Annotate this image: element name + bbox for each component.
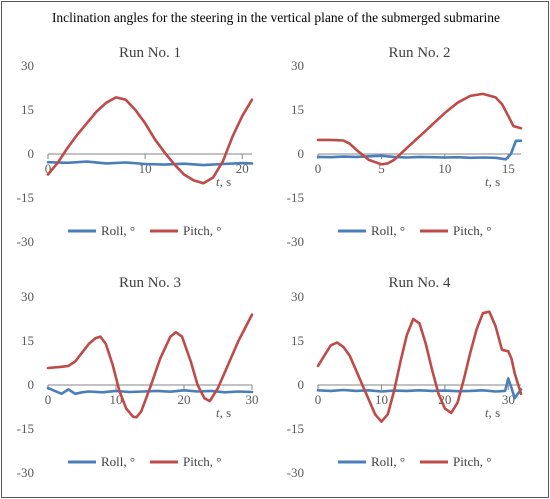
y-tick-label: 30 — [291, 289, 304, 304]
chart-title: Run No. 3 — [119, 275, 181, 291]
x-tick-label: 10 — [110, 392, 123, 407]
x-tick-label: 30 — [502, 392, 515, 407]
chart-title: Run No. 2 — [388, 45, 450, 61]
legend-label: Roll, ° — [371, 223, 405, 238]
y-tick-label: -15 — [287, 421, 304, 436]
x-tick-label: 10 — [375, 392, 388, 407]
legend-label: Pitch, ° — [453, 223, 491, 238]
x-tick-label: 0 — [45, 161, 52, 176]
legend-label: Roll, ° — [101, 454, 135, 469]
legend-label: Pitch, ° — [183, 454, 221, 469]
y-tick-label: 30 — [291, 58, 304, 73]
x-tick-label: 0 — [315, 161, 322, 176]
pitch-series-line — [46, 96, 254, 185]
y-tick-label: -30 — [17, 234, 34, 249]
chart-panel-3: Run No. 3 30 15 0 -15 -30 0 10 20 30 t, s Roll, ° Pi… — [17, 275, 259, 480]
y-tick-label: 0 — [28, 377, 35, 392]
x-tick-label: 5 — [378, 161, 385, 176]
roll-series-line — [316, 377, 523, 400]
roll-series-line — [316, 139, 523, 161]
legend-label: Roll, ° — [101, 223, 135, 238]
x-tick-label: 10 — [438, 161, 451, 176]
y-tick-label: -15 — [17, 421, 34, 436]
x-tick-label: 20 — [236, 161, 249, 176]
y-tick-label: 30 — [21, 289, 34, 304]
pitch-series-line — [316, 310, 523, 424]
roll-series-line — [46, 386, 254, 396]
y-tick-label: -15 — [287, 190, 304, 205]
y-tick-label: 0 — [298, 146, 305, 161]
x-tick-label: 15 — [502, 161, 515, 176]
x-axis-label: t, s — [216, 174, 231, 189]
chart-title: Run No. 4 — [388, 275, 451, 291]
pitch-series-line — [46, 313, 254, 419]
y-tick-label: 0 — [28, 146, 35, 161]
y-tick-label: -30 — [287, 234, 304, 249]
pitch-series-line — [316, 92, 523, 166]
y-tick-label: 0 — [298, 377, 305, 392]
figure-title: Inclination angles for the steering in t… — [51, 10, 501, 25]
chart-title: Run No. 1 — [119, 45, 181, 61]
legend-label: Pitch, ° — [453, 454, 491, 469]
y-tick-label: 15 — [291, 102, 304, 117]
x-axis-label: t, s — [216, 405, 231, 420]
x-tick-label: 0 — [315, 392, 322, 407]
x-tick-label: 20 — [178, 392, 191, 407]
roll-series-line — [46, 160, 254, 167]
legend-label: Pitch, ° — [183, 223, 221, 238]
y-tick-label: 15 — [21, 102, 34, 117]
legend-label: Roll, ° — [371, 454, 405, 469]
y-tick-label: 30 — [21, 58, 34, 73]
x-axis-label: t, s — [485, 405, 500, 420]
y-tick-label: -15 — [17, 190, 34, 205]
x-tick-label: 0 — [45, 392, 52, 407]
x-tick-label: 30 — [246, 392, 259, 407]
y-tick-label: -30 — [287, 465, 304, 480]
x-axis-label: t, s — [485, 174, 500, 189]
y-tick-label: 15 — [291, 333, 304, 348]
y-tick-label: 15 — [21, 333, 34, 348]
y-tick-label: -30 — [17, 465, 34, 480]
